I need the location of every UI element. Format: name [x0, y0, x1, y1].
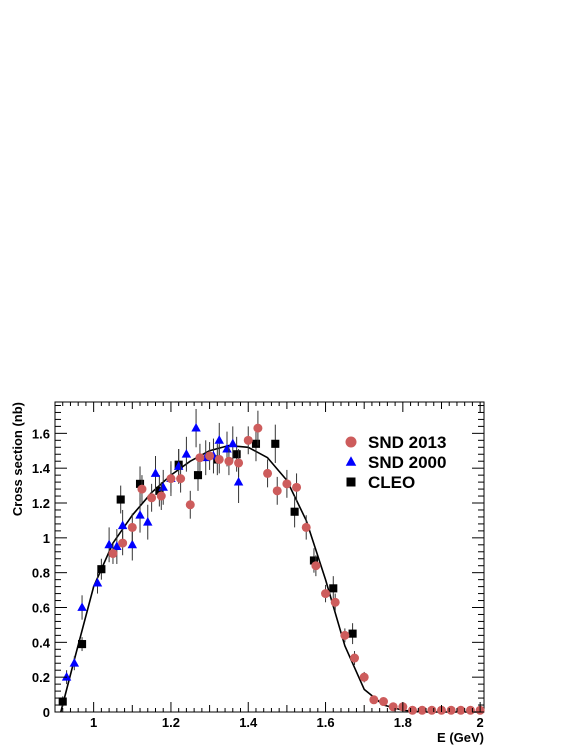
data-point: [233, 476, 244, 486]
data-point: [214, 454, 224, 464]
legend-label: SND 2013: [368, 433, 446, 452]
data-point: [408, 705, 417, 715]
y-tick-label: 0: [43, 705, 50, 720]
data-point: [118, 538, 128, 548]
x-axis-title: E (GeV): [437, 730, 484, 745]
data-point: [311, 561, 321, 571]
data-point: [127, 522, 137, 532]
data-point: [185, 500, 195, 510]
y-tick-label: 0.2: [32, 670, 50, 685]
legend-marker: [345, 436, 357, 448]
legend-label: CLEO: [368, 473, 415, 492]
y-tick-label: 0.8: [32, 566, 50, 581]
data-point: [135, 510, 145, 519]
data-point: [224, 456, 234, 466]
data-point: [191, 422, 201, 432]
data-point: [137, 484, 147, 494]
data-point: [150, 468, 161, 477]
data-point: [417, 705, 427, 715]
data-point: [348, 629, 357, 638]
data-point: [77, 602, 87, 611]
data-point: [309, 556, 318, 565]
data-point: [156, 491, 166, 501]
legend-marker: [346, 477, 356, 487]
data-point: [205, 451, 215, 461]
data-point: [456, 705, 466, 715]
y-tick-label: 1: [43, 531, 50, 546]
data-point: [112, 541, 122, 550]
data-point: [116, 495, 125, 504]
data-point: [427, 705, 437, 715]
data-point: [465, 705, 475, 715]
x-tick-label: 1: [90, 715, 97, 730]
y-tick-label: 0.6: [32, 601, 50, 616]
y-tick-label: 0.4: [32, 635, 51, 650]
plot-frame: [54, 401, 485, 713]
data-point: [166, 474, 176, 484]
data-point: [58, 697, 67, 706]
data-point: [388, 702, 398, 712]
series-snd-2013: [108, 410, 485, 715]
y-tick-label: 1.2: [32, 496, 50, 511]
data-point: [135, 479, 145, 488]
data-point: [234, 458, 244, 468]
data-point: [359, 672, 369, 682]
data-point: [97, 565, 106, 574]
data-point: [330, 597, 340, 607]
x-tick-label: 1.2: [162, 715, 180, 730]
y-tick-label: 1.4: [32, 461, 51, 476]
data-point: [272, 486, 282, 496]
data-point: [446, 705, 456, 715]
data-point: [263, 468, 273, 478]
data-point: [143, 517, 153, 526]
data-point: [69, 658, 80, 667]
data-point: [329, 584, 338, 593]
data-point: [271, 439, 280, 448]
data-point: [292, 482, 302, 492]
legend-marker: [345, 456, 357, 466]
data-point: [253, 423, 263, 433]
data-point: [193, 471, 203, 480]
data-point: [155, 486, 164, 495]
data-point: [195, 453, 205, 463]
data-point: [251, 439, 261, 448]
data-point: [147, 493, 157, 503]
x-tick-label: 1.6: [317, 715, 335, 730]
legend-label: SND 2000: [368, 453, 446, 472]
data-point: [104, 539, 114, 549]
data-point: [321, 589, 331, 599]
legend-entry-snd-2013: SND 2013: [345, 433, 446, 452]
data-point: [228, 438, 238, 448]
data-point: [282, 479, 292, 489]
legend-entry-cleo: CLEO: [346, 473, 415, 492]
data-point: [379, 697, 389, 707]
data-point: [61, 672, 72, 681]
y-tick-label: 1.6: [32, 426, 50, 441]
data-point: [301, 522, 311, 532]
data-point: [243, 435, 253, 445]
data-point: [92, 577, 103, 587]
legend-entry-snd-2000: SND 2000: [345, 453, 446, 472]
data-point: [78, 640, 87, 649]
data-point: [369, 695, 379, 705]
data-point: [340, 630, 350, 640]
data-point: [181, 449, 192, 458]
data-point: [127, 539, 138, 549]
data-point: [214, 435, 224, 444]
data-point: [117, 520, 128, 530]
y-axis-title: Cross section (nb): [10, 402, 25, 516]
data-point: [108, 549, 118, 559]
data-point: [350, 653, 360, 663]
x-tick-label: 1.8: [394, 715, 412, 730]
data-point: [176, 474, 186, 484]
x-tick-label: 2: [477, 715, 484, 730]
data-point: [290, 507, 299, 516]
data-point: [232, 450, 241, 459]
x-tick-label: 1.4: [239, 715, 258, 730]
